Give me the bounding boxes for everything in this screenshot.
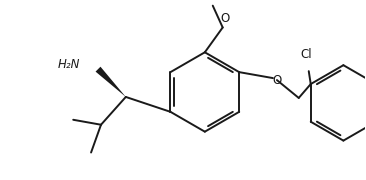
- Text: O: O: [220, 12, 229, 24]
- Polygon shape: [96, 67, 126, 97]
- Text: H₂N: H₂N: [58, 58, 80, 71]
- Text: Cl: Cl: [300, 48, 311, 61]
- Text: O: O: [272, 74, 281, 87]
